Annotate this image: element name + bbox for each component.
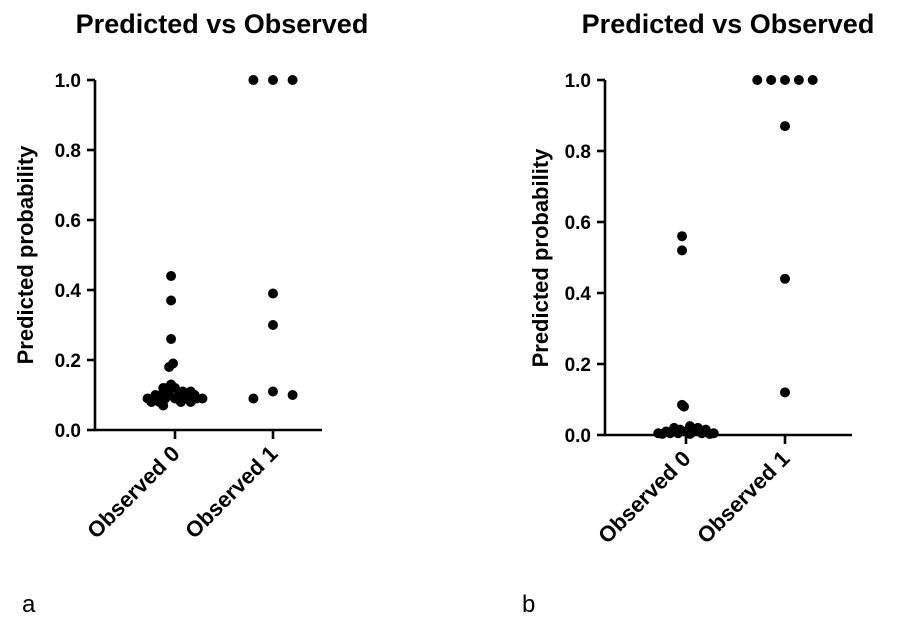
panel-a-x-category-label: Observed 0	[82, 441, 184, 543]
panel-b-x-category-label: Observed 0	[593, 446, 695, 548]
panel-b-data-point	[657, 428, 668, 439]
panel-b-y-axis-label: Predicted probability	[528, 148, 553, 368]
panel-b-data-point	[696, 428, 707, 439]
panel-a-data-point	[268, 386, 278, 397]
panel-b-y-tick-label: 0.6	[565, 213, 591, 234]
panel-a-y-tick-label: 0.8	[55, 141, 81, 162]
panel-b-data-point	[807, 75, 818, 85]
panel-b-x-category-label: Observed 1	[692, 446, 794, 548]
panel-b-y-tick-label: 0.8	[565, 142, 591, 163]
panel-b-data-point	[704, 428, 715, 439]
panel-a-y-tick-label: 0.4	[55, 281, 82, 302]
panel-b-data-point	[780, 75, 790, 85]
panel-a-y-tick-label: 0.0	[55, 421, 81, 442]
panel-b-y-tick-label: 0.2	[565, 355, 591, 376]
panel-a-data-point	[197, 393, 208, 404]
panel-b-data-point	[677, 231, 688, 242]
panel-b-panel-label: b	[522, 591, 535, 617]
panel-a-panel-label: a	[22, 591, 36, 617]
panel-a-data-point	[146, 397, 157, 407]
panel-a-data-point	[185, 397, 196, 407]
panel-a-y-tick-label: 0.2	[55, 351, 81, 372]
panel-b-data-point	[766, 75, 777, 85]
panel-a-data-point	[287, 390, 298, 400]
panel-b-data-point	[673, 428, 684, 439]
panel-a-y-axis-label: Predicted probability	[13, 145, 38, 365]
panel-a-data-point	[166, 295, 177, 306]
panel-a-y-tick-label: 0.6	[55, 211, 81, 232]
panel-b-chart-title: Predicted vs Observed	[582, 9, 875, 39]
panel-a-x-category-label: Observed 1	[180, 441, 282, 543]
panel-a-data-point	[248, 75, 259, 85]
panel-a-y-tick-label: 1.0	[55, 71, 81, 92]
panel-b-y-tick-label: 0.4	[565, 284, 592, 305]
panel-a-data-point	[158, 400, 169, 411]
panel-a-data-point	[166, 334, 177, 344]
panel-b-data-point	[677, 245, 688, 256]
panel-a-data-point	[248, 393, 259, 404]
panel-b-data-point	[780, 273, 790, 284]
panel-b-y-tick-label: 1.0	[565, 71, 591, 92]
panel-a-data-point	[168, 358, 179, 369]
panel-b-data-point	[780, 121, 790, 132]
panel-b-y-tick-label: 0.0	[565, 426, 591, 447]
panel-a-data-point	[268, 288, 278, 299]
panel-b-data-point	[793, 75, 804, 85]
panel-a-data-point	[268, 75, 278, 85]
panel-a-data-point	[287, 75, 298, 85]
panel-b-data-point	[684, 428, 695, 439]
panel-a-data-point	[268, 320, 278, 330]
panel-b-data-point	[665, 428, 676, 439]
panel-a-data-point	[166, 271, 177, 281]
panel-a-data-point	[175, 397, 186, 407]
panel-b-data-point	[780, 387, 790, 398]
panel-b-data-point	[679, 401, 690, 412]
panel-a-chart-title: Predicted vs Observed	[76, 9, 369, 39]
panel-b-data-point	[752, 75, 763, 85]
